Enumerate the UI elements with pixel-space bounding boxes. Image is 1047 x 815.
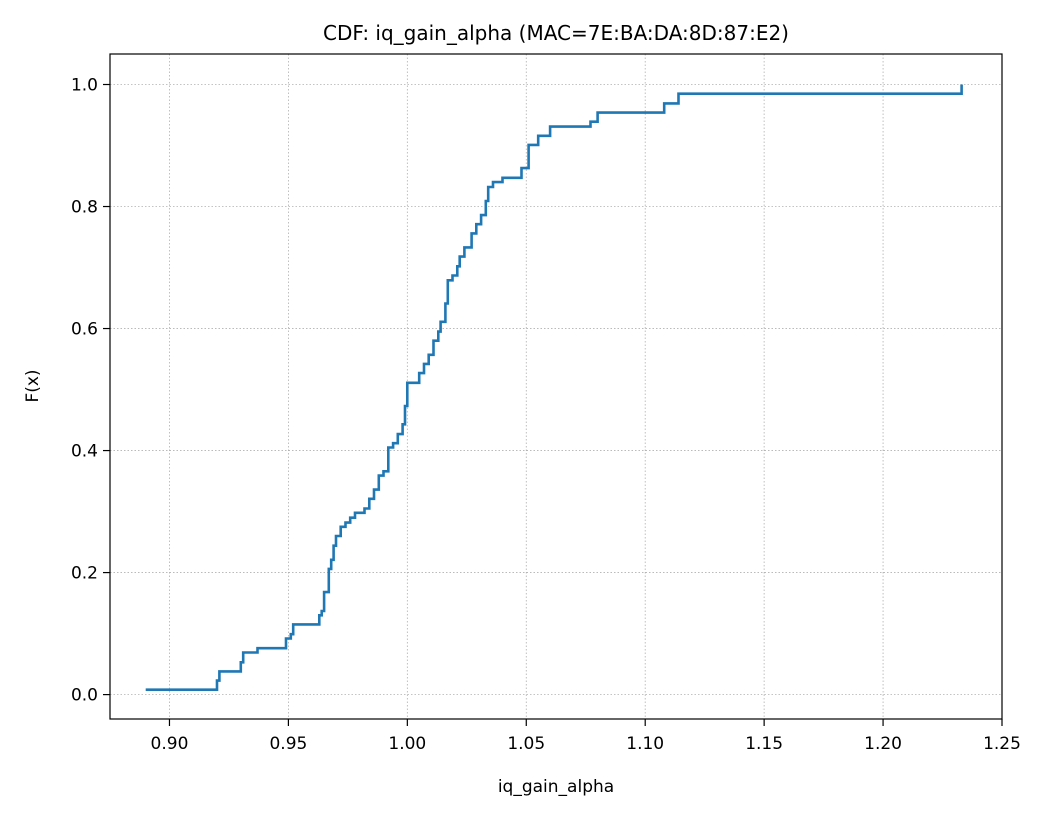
y-tick-label: 1.0 [71, 76, 98, 96]
x-tick-label: 1.20 [864, 734, 902, 754]
x-axis-ticks: 0.90 0.95 1.00 1.05 1.10 1.15 1.20 1.25 [151, 719, 1021, 754]
x-tick-label: 0.90 [151, 734, 189, 754]
x-tick-label: 1.00 [388, 734, 426, 754]
chart-title: CDF: iq_gain_alpha (MAC=7E:BA:DA:8D:87:E… [323, 21, 789, 45]
x-tick-label: 1.25 [983, 734, 1021, 754]
x-tick-label: 1.05 [507, 734, 545, 754]
x-tick-label: 0.95 [269, 734, 307, 754]
y-axis-ticks: 0.0 0.2 0.4 0.6 0.8 1.0 [71, 76, 110, 706]
plot-frame [109, 53, 1003, 720]
y-tick-label: 0.4 [71, 442, 98, 462]
y-tick-label: 0.6 [71, 320, 98, 340]
x-tick-label: 1.10 [626, 734, 664, 754]
y-tick-label: 0.8 [71, 198, 98, 218]
x-tick-label: 1.15 [745, 734, 783, 754]
y-axis-label: F(x) [23, 369, 43, 402]
y-tick-label: 0.2 [71, 564, 98, 584]
plot-area [110, 54, 1002, 719]
cdf-step-line [145, 84, 963, 691]
y-tick-label: 0.0 [71, 686, 98, 706]
x-axis-label: iq_gain_alpha [498, 777, 614, 797]
series-layer [145, 84, 963, 691]
